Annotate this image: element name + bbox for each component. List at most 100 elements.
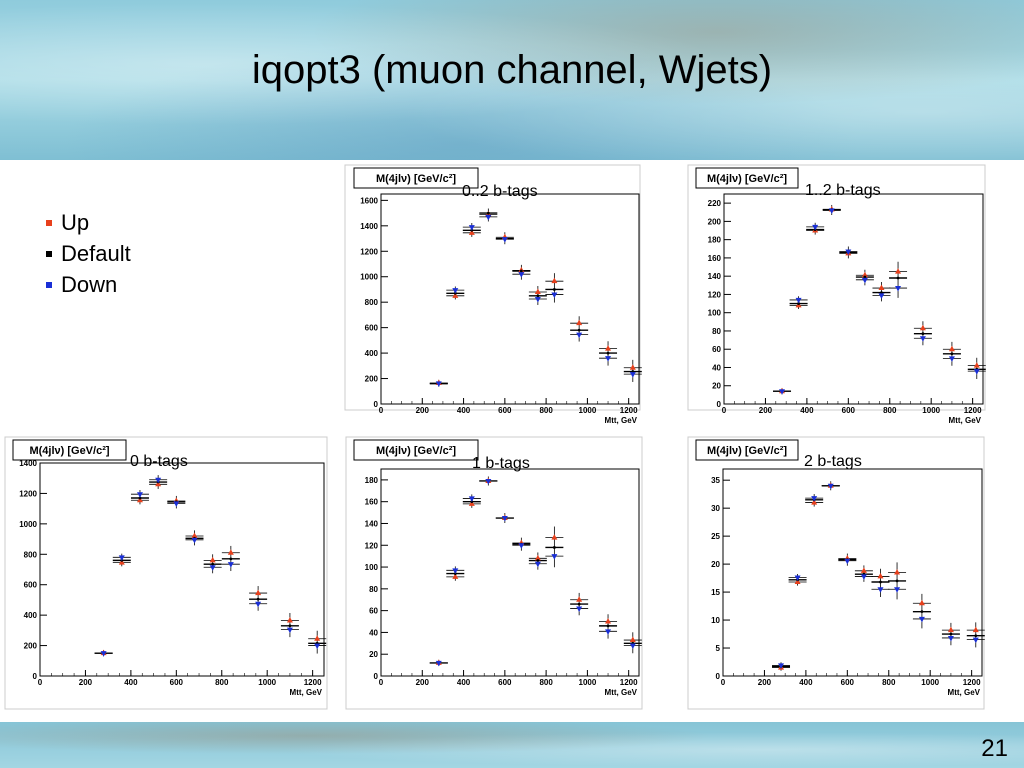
down-marker	[191, 537, 198, 544]
down-marker	[629, 372, 636, 378]
up-marker	[534, 554, 541, 561]
x-tick-label: 200	[758, 678, 772, 687]
x-tick-label: 1200	[304, 678, 322, 687]
down-marker	[452, 568, 459, 574]
default-marker	[486, 211, 490, 215]
down-marker	[534, 561, 541, 568]
chart-2: M(4jlν) [GeV/c²] 0 b-tags 0 200 400 600 800 100…	[4, 436, 328, 710]
x-tick-label: 0	[721, 678, 726, 687]
up-marker	[314, 635, 321, 641]
y-tick-label: 5	[716, 644, 721, 653]
up-marker	[860, 567, 867, 573]
down-marker	[811, 496, 818, 502]
x-tick-label: 800	[539, 678, 553, 687]
up-marker	[576, 596, 583, 602]
plot-area	[723, 193, 984, 405]
down-marker	[629, 643, 636, 649]
x-tick-label: 1000	[258, 678, 276, 687]
y-tick-label: 10	[711, 616, 720, 625]
down-marker	[173, 501, 180, 507]
y-axis-label: M(4jlν) [GeV/c²]	[707, 173, 787, 185]
down-marker	[118, 555, 125, 561]
down-marker	[894, 587, 901, 593]
x-tick-label: 1200	[964, 406, 982, 415]
down-marker	[501, 237, 508, 243]
header-background	[0, 0, 1024, 160]
x-tick-label: 600	[170, 678, 184, 687]
up-marker	[794, 578, 801, 585]
down-marker	[972, 637, 979, 644]
plot-area	[380, 193, 640, 405]
down-marker	[100, 651, 107, 657]
down-marker	[255, 601, 262, 608]
default-marker	[606, 351, 610, 355]
up-marker	[861, 271, 868, 278]
down-marker	[227, 562, 234, 568]
x-tick-label: 1200	[620, 678, 638, 687]
y-tick-label: 35	[711, 476, 720, 485]
default-marker	[577, 602, 581, 606]
x-axis-label: Mtt, GeV	[290, 688, 323, 697]
y-tick-label: 800	[24, 550, 38, 559]
up-marker	[605, 345, 612, 351]
down-marker	[518, 272, 525, 278]
down-marker	[845, 249, 852, 256]
down-marker	[844, 558, 851, 565]
down-marker	[605, 629, 612, 635]
x-tick-label: 800	[882, 678, 896, 687]
default-marker	[949, 632, 953, 636]
y-tick-label: 40	[712, 363, 721, 372]
y-tick-label: 0	[374, 400, 379, 409]
y-tick-label: 100	[365, 563, 379, 572]
y-tick-label: 60	[712, 345, 721, 354]
down-marker	[812, 224, 819, 231]
y-tick-label: 1000	[19, 520, 37, 529]
x-tick-label: 200	[416, 678, 430, 687]
up-marker	[972, 626, 979, 633]
x-tick-label: 0	[38, 678, 43, 687]
up-marker	[551, 534, 558, 540]
up-marker	[877, 572, 884, 579]
up-marker	[918, 599, 925, 606]
x-tick-label: 0	[379, 678, 384, 687]
down-marker	[877, 587, 884, 593]
ylabel-box	[12, 439, 127, 461]
up-marker	[534, 288, 541, 294]
up-marker	[227, 549, 234, 555]
y-axis-label: M(4jlν) [GeV/c²]	[29, 445, 109, 457]
up-marker	[947, 626, 954, 633]
y-tick-label: 200	[24, 642, 38, 651]
default-marker	[552, 546, 556, 549]
y-tick-label: 800	[365, 298, 379, 307]
y-tick-label: 20	[712, 382, 721, 391]
down-marker	[878, 293, 885, 299]
down-marker	[518, 543, 525, 549]
down-marker	[794, 575, 801, 582]
default-marker	[229, 557, 233, 561]
chart-title: 0..2 b-tags	[462, 183, 538, 200]
down-marker	[534, 297, 541, 303]
default-marker	[211, 562, 215, 566]
y-tick-label: 220	[708, 199, 722, 208]
legend-item-down: Down	[46, 269, 131, 300]
up-marker	[255, 589, 262, 596]
default-marker	[921, 332, 925, 336]
up-marker	[286, 616, 293, 623]
y-tick-label: 30	[711, 504, 720, 513]
down-marker	[468, 225, 475, 231]
y-axis-label: M(4jlν) [GeV/c²]	[376, 445, 456, 457]
legend-item-up: Up	[46, 207, 131, 238]
down-marker	[209, 565, 216, 571]
x-axis-label: Mtt, GeV	[949, 416, 982, 425]
ylabel-box	[695, 439, 799, 461]
down-marker	[947, 635, 954, 642]
down-marker	[314, 643, 321, 650]
down-marker	[778, 663, 785, 669]
down-marker	[605, 356, 612, 362]
up-marker	[452, 292, 459, 298]
y-tick-label: 20	[369, 650, 378, 659]
x-tick-label: 400	[457, 678, 471, 687]
chart-frame	[4, 436, 328, 710]
y-tick-label: 200	[708, 217, 722, 226]
